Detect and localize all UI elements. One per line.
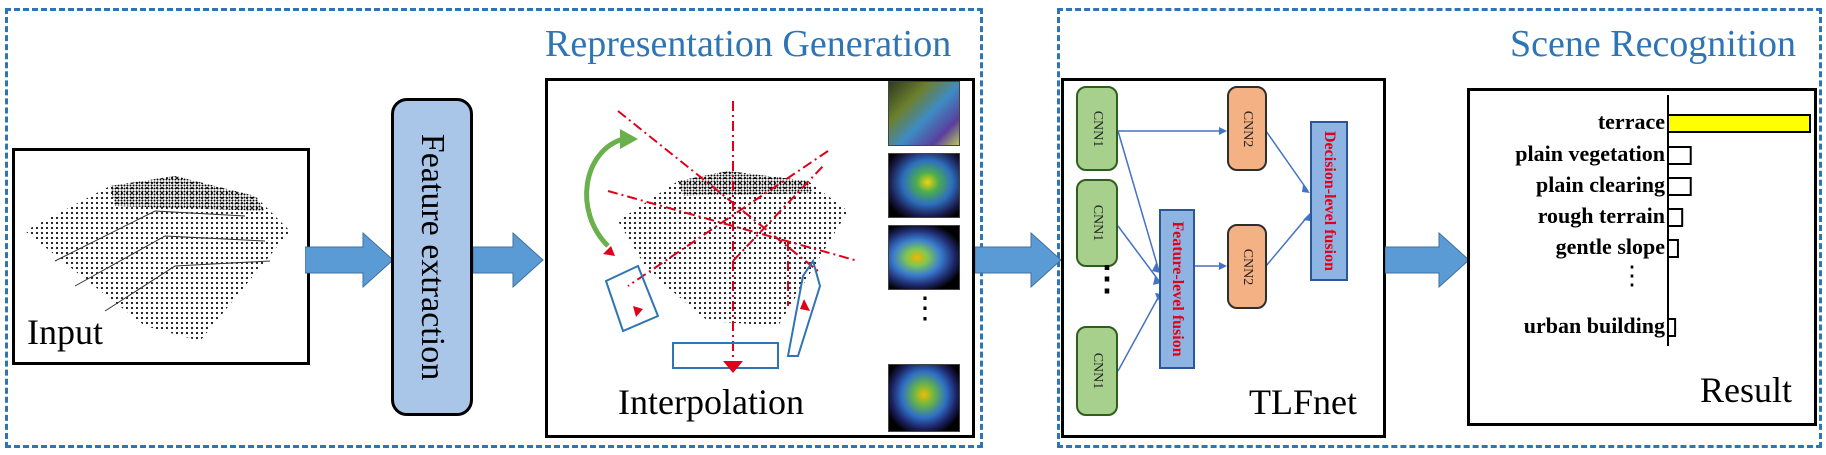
feature-extraction-box: Feature extraction [391, 98, 473, 416]
result-bar [1667, 208, 1684, 227]
depth-image-2 [888, 153, 960, 218]
arrow-to-result [1385, 231, 1470, 289]
feature-extraction-label: Feature extraction [414, 133, 451, 381]
result-more: ⋮ [1619, 261, 1645, 290]
result-box: terrace plain vegetation plain clearing rou… [1467, 88, 1817, 426]
representation-title: Representation Generation [545, 23, 952, 65]
cnn2-label: CNN2 [1240, 110, 1255, 147]
tlfnet-box: CNN1 CNN1 ⋮ CNN1 Feature-level fusion CN… [1061, 78, 1386, 438]
cnn2-box-2: CNN2 [1227, 224, 1267, 309]
arrow-feature-to-interpolation [473, 231, 544, 289]
result-chart: terrace plain vegetation plain clearing rou… [1470, 91, 1814, 423]
cnn2-label: CNN2 [1240, 248, 1255, 285]
scene-recognition-title: Scene Recognition [1510, 23, 1796, 65]
decision-level-fusion-label: Decision-level fusion [1321, 131, 1338, 271]
cnn1-label: CNN1 [1090, 110, 1105, 147]
result-class-label: plain clearing [1536, 172, 1665, 197]
result-bars [1667, 95, 1811, 346]
point-cloud-image [25, 176, 290, 341]
result-bar [1667, 146, 1692, 165]
cnn1-box-1: CNN1 [1076, 86, 1118, 171]
result-class-label: plain vegetation [1515, 141, 1665, 166]
interpolation-label: Interpolation [618, 382, 804, 422]
result-bar [1667, 318, 1677, 337]
cnn-more: ⋮ [1090, 261, 1124, 298]
result-bar [1667, 239, 1679, 258]
cnn1-box-2: CNN1 [1076, 179, 1118, 267]
input-label: Input [27, 312, 103, 352]
result-class-label: urban building [1523, 313, 1665, 338]
result-class-label: rough terrain [1537, 203, 1665, 228]
result-class-labels: terrace plain vegetation plain clearing rou… [1470, 91, 1665, 423]
interpolation-illustration [584, 101, 859, 373]
thumbnails-more: ⋮ [910, 292, 940, 325]
scene-recognition-region [1057, 8, 1822, 448]
feature-level-fusion-label: Feature-level fusion [1169, 221, 1186, 357]
result-bar [1667, 114, 1811, 133]
result-class-label: gentle slope [1555, 234, 1665, 259]
cnn1-box-3: CNN1 [1076, 326, 1118, 416]
representation-region [5, 8, 983, 448]
arrow-to-tlfnet [975, 231, 1062, 289]
depth-image-4 [888, 364, 960, 432]
depth-image-3 [888, 225, 960, 290]
depth-image-1 [888, 81, 960, 146]
input-box: Input [12, 148, 310, 365]
arrow-input-to-feature [305, 231, 394, 289]
decision-level-fusion-box: Decision-level fusion [1310, 121, 1348, 281]
interpolation-box: Interpolation ⋮ [545, 78, 975, 438]
cnn1-label: CNN1 [1090, 204, 1105, 242]
result-class-label: terrace [1597, 109, 1665, 134]
cnn2-box-1: CNN2 [1227, 86, 1267, 171]
result-bar [1667, 177, 1692, 196]
feature-level-fusion-box: Feature-level fusion [1159, 209, 1195, 369]
tlfnet-label: TLFnet [1249, 382, 1357, 422]
tlfnet-connections [1117, 127, 1311, 372]
result-label: Result [1700, 370, 1793, 410]
cnn1-label: CNN1 [1090, 352, 1105, 390]
